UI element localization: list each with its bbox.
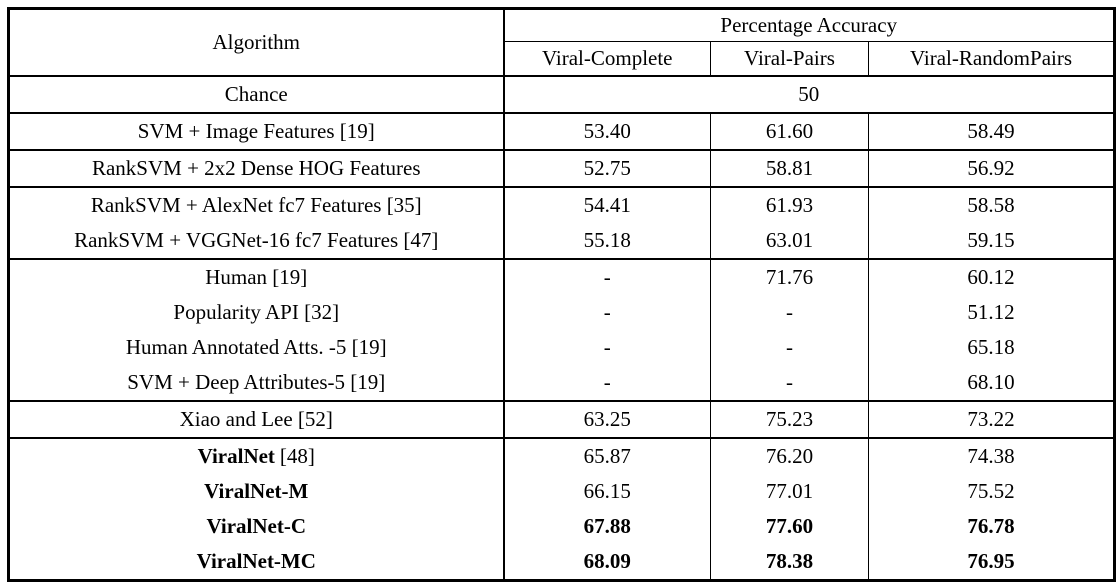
column-header-viral-pairs: Viral-Pairs <box>710 41 869 76</box>
table-body: Chance 50 SVM + Image Features [19] 53.4… <box>8 76 1115 581</box>
value-cell: 61.93 <box>710 186 869 223</box>
value-cell: 78.38 <box>710 544 869 581</box>
table-row: Human Annotated Atts. -5 [19] - - 65.18 <box>8 330 1115 365</box>
value-cell: - <box>710 295 869 330</box>
value-cell: 77.60 <box>710 509 869 544</box>
table-row: SVM + Deep Attributes-5 [19] - - 68.10 <box>8 365 1115 401</box>
algorithm-label: RankSVM + VGGNet-16 fc7 Features [47] <box>74 228 439 253</box>
value-cell: - <box>503 365 711 401</box>
value-cell: 58.81 <box>710 149 869 187</box>
table-row: RankSVM + VGGNet-16 fc7 Features [47] 55… <box>8 223 1115 259</box>
header-row-datasets: Viral-Complete Viral-Pairs Viral-RandomP… <box>9 41 1115 76</box>
algorithm-label: SVM + Deep Attributes-5 [19] <box>127 370 386 395</box>
algorithm-cell: RankSVM + AlexNet fc7 Features [35] <box>8 186 505 223</box>
algorithm-cell: Human [19] <box>8 258 505 295</box>
algorithm-cell: RankSVM + VGGNet-16 fc7 Features [47] <box>8 223 505 259</box>
algorithm-label: SVM + Image Features [19] <box>137 119 375 144</box>
value-cell: - <box>503 295 711 330</box>
algorithm-cell: ViralNet-MC <box>8 544 505 581</box>
value-cell: - <box>710 330 869 365</box>
algorithm-cell: ViralNet [48] <box>8 437 505 474</box>
value-cell: 76.20 <box>710 437 869 474</box>
algorithm-ref: [48] <box>279 444 315 469</box>
value-cell: - <box>503 330 711 365</box>
algorithm-cell: SVM + Deep Attributes-5 [19] <box>8 365 505 401</box>
value-cell: 55.18 <box>503 223 711 259</box>
value-cell: 61.60 <box>710 112 869 150</box>
algorithm-cell: Chance <box>8 76 505 113</box>
algorithm-cell: Human Annotated Atts. -5 [19] <box>8 330 505 365</box>
value-cell: 63.01 <box>710 223 869 259</box>
table-row: ViralNet-M 66.15 77.01 75.52 <box>8 474 1115 509</box>
value-cell: 65.18 <box>967 335 1015 360</box>
algorithm-label: ViralNet-C <box>206 514 306 539</box>
algorithm-cell: SVM + Image Features [19] <box>8 112 505 150</box>
value-cell: 74.38 <box>868 437 1115 474</box>
algorithm-cell: ViralNet-C <box>8 509 505 544</box>
algorithm-cell: RankSVM + 2x2 Dense HOG Features <box>8 149 505 187</box>
table-row: ViralNet-MC 68.09 78.38 76.95 <box>8 544 1115 581</box>
table-row: Xiao and Lee [52] 63.25 75.23 73.22 <box>8 400 1115 438</box>
value-cell: 65.87 <box>503 437 711 474</box>
value-cell: 54.41 <box>503 186 711 223</box>
algorithm-label: ViralNet-MC <box>196 549 316 574</box>
column-header-algorithm: Algorithm <box>8 8 505 76</box>
value-cell: 67.88 <box>503 509 711 544</box>
group-header-percentage-accuracy: Percentage Accuracy <box>503 8 1115 42</box>
algorithm-cell: ViralNet-M <box>8 474 505 509</box>
value-cell: 75.52 <box>967 479 1015 504</box>
table-row: Human [19] - 71.76 60.12 <box>8 258 1115 295</box>
column-header-viral-complete: Viral-Complete <box>503 41 711 76</box>
table-row: ViralNet-C 67.88 77.60 76.78 <box>8 509 1115 544</box>
table-header: Algorithm Percentage Accuracy Viral-Comp… <box>8 8 1115 76</box>
algorithm-label: RankSVM + AlexNet fc7 Features [35] <box>90 193 422 218</box>
value-cell: - <box>503 258 711 295</box>
value-cell: 68.09 <box>503 544 711 581</box>
algorithm-label: ViralNet <box>197 444 275 469</box>
table-row: SVM + Image Features [19] 53.40 61.60 58… <box>8 112 1115 150</box>
value-cell: 59.15 <box>967 228 1015 253</box>
value-cell: 60.12 <box>868 258 1115 295</box>
results-table: Algorithm Percentage Accuracy Viral-Comp… <box>7 7 1116 582</box>
value-cell: 51.12 <box>967 300 1015 325</box>
value-cell: 75.23 <box>710 400 869 438</box>
table-row: RankSVM + AlexNet fc7 Features [35] 54.4… <box>8 186 1115 223</box>
value-cell: 53.40 <box>503 112 711 150</box>
value-cell: 52.75 <box>503 149 711 187</box>
value-cell: 63.25 <box>503 400 711 438</box>
value-cell: 71.76 <box>710 258 869 295</box>
table-row: Popularity API [32] - - 51.12 <box>8 295 1115 330</box>
value-cell: - <box>710 365 869 401</box>
value-cell: 68.10 <box>967 370 1015 395</box>
header-row-group: Algorithm Percentage Accuracy <box>8 8 1115 76</box>
table-row: ViralNet [48] 65.87 76.20 74.38 <box>8 437 1115 474</box>
algorithm-label: Xiao and Lee [52] <box>179 407 333 432</box>
algorithm-cell: Xiao and Lee [52] <box>8 400 505 438</box>
value-cell: 56.92 <box>868 149 1115 187</box>
algorithm-label: Human Annotated Atts. -5 [19] <box>125 335 387 360</box>
algorithm-label: Human [19] <box>205 265 308 290</box>
value-cell: 58.49 <box>868 112 1115 150</box>
algorithm-label: RankSVM + 2x2 Dense HOG Features <box>91 156 421 181</box>
table-row: RankSVM + 2x2 Dense HOG Features 52.75 5… <box>8 149 1115 187</box>
algorithm-label: Popularity API [32] <box>173 300 340 325</box>
algorithm-label: ViralNet-M <box>204 479 309 504</box>
value-cell: 76.95 <box>967 549 1015 574</box>
algorithm-cell: Popularity API [32] <box>8 295 505 330</box>
value-cell: 73.22 <box>868 400 1115 438</box>
column-header-viral-randompairs: Viral-RandomPairs <box>909 46 1073 71</box>
table-row-chance: Chance 50 <box>8 76 1115 113</box>
value-cell: 66.15 <box>503 474 711 509</box>
value-cell: 76.78 <box>967 514 1015 539</box>
value-cell: 58.58 <box>868 186 1115 223</box>
value-cell-span: 50 <box>798 82 820 107</box>
value-cell: 77.01 <box>710 474 869 509</box>
